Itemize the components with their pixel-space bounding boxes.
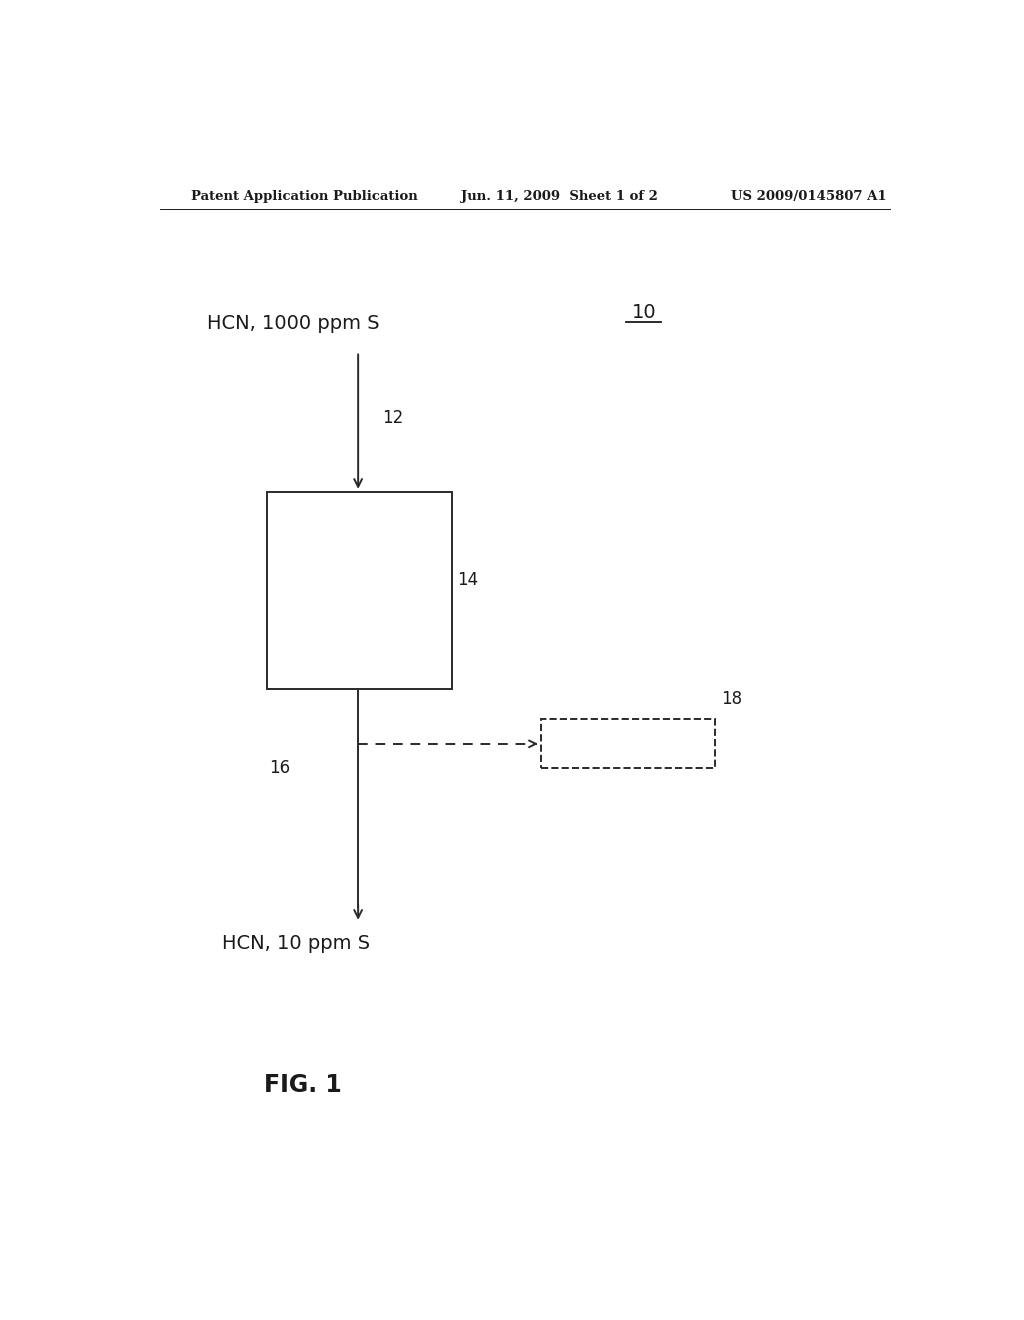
Text: FIG. 1: FIG. 1 <box>264 1073 341 1097</box>
Text: 16: 16 <box>269 759 291 777</box>
Text: HCN, 10 ppm S: HCN, 10 ppm S <box>221 933 370 953</box>
Text: 18: 18 <box>722 690 742 708</box>
FancyBboxPatch shape <box>541 719 715 768</box>
Text: 10: 10 <box>632 304 656 322</box>
FancyBboxPatch shape <box>267 492 452 689</box>
Text: 12: 12 <box>382 409 403 426</box>
Text: Jun. 11, 2009  Sheet 1 of 2: Jun. 11, 2009 Sheet 1 of 2 <box>461 190 658 202</box>
Text: HDS: HDS <box>336 581 383 601</box>
Text: 14: 14 <box>458 572 478 589</box>
Text: HCN, 1000 ppm S: HCN, 1000 ppm S <box>207 314 380 333</box>
Text: Patent Application Publication: Patent Application Publication <box>191 190 418 202</box>
Text: polishing: polishing <box>584 734 672 754</box>
Text: US 2009/0145807 A1: US 2009/0145807 A1 <box>731 190 887 202</box>
